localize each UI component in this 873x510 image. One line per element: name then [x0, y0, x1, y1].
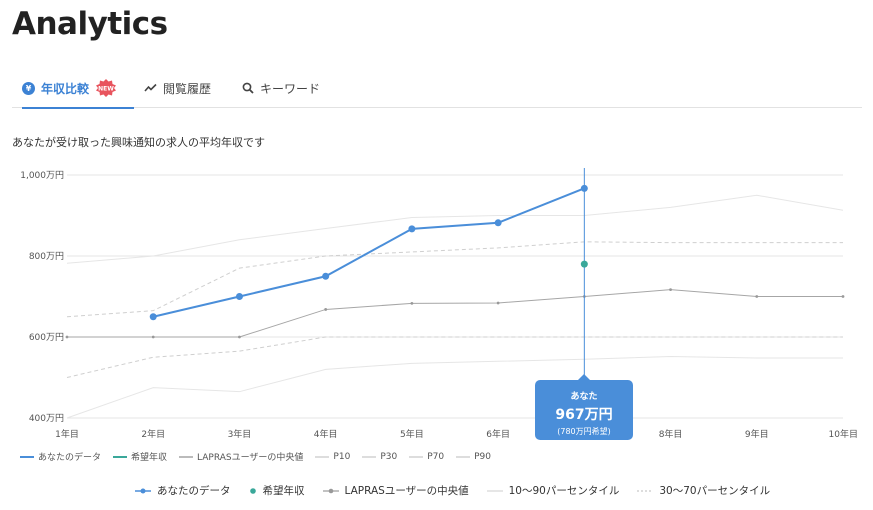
legend-top: あなたのデータ 希望年収 LAPRASユーザーの中央値 P10 P30 P70 … [20, 450, 503, 463]
median-point [410, 301, 414, 305]
page-title: Analytics [12, 6, 168, 42]
tab-label: 閲覧履歴 [163, 81, 212, 96]
y-tick-label: 1,000万円 [20, 170, 64, 181]
tab-browsing-history[interactable]: 閲覧履歴 [144, 68, 211, 108]
median-point [755, 295, 759, 298]
legend-bottom-median[interactable]: LAPRASユーザーの中央値 [322, 483, 469, 498]
your-data-point [494, 219, 502, 227]
your-data-point [149, 313, 157, 321]
your-data-point [322, 272, 330, 280]
your-data-point [235, 293, 243, 300]
series-line-LAPRASユーザーの中央値 [67, 289, 843, 338]
your-data-point [408, 225, 416, 233]
x-tick-label: 1年目 [55, 428, 79, 440]
x-tick-label: 9年目 [745, 428, 769, 440]
tooltip-sub: (780万円希望) [557, 427, 611, 436]
legend-bottom-p10-p90[interactable]: 10〜90パーセンタイル [486, 485, 620, 497]
tooltip-value: 967万円 [555, 407, 613, 423]
tab-bar: ¥ 年収比較 NEW 閲覧履歴 キーワード [12, 68, 862, 109]
trend-line-icon [144, 83, 157, 93]
legend-item-median[interactable]: LAPRASユーザーの中央値 [179, 450, 303, 463]
series-line-P90 [66, 194, 844, 264]
y-tick-label: 600万円 [29, 332, 64, 343]
your-data-point [580, 184, 588, 192]
svg-text:NEW: NEW [98, 86, 114, 93]
y-tick-label: 400万円 [29, 413, 64, 424]
search-icon [242, 82, 254, 94]
median-point [65, 335, 69, 339]
tab-label: キーワード [260, 81, 321, 96]
chart-tooltip: あなた 967万円 (780万円希望) [535, 374, 633, 440]
desired-salary-point [580, 260, 588, 268]
median-point [324, 308, 328, 311]
median-point [238, 335, 241, 339]
x-tick-label: 8年目 [659, 428, 683, 440]
y-tick-label: 800万円 [29, 251, 64, 262]
yen-circle-icon: ¥ [22, 81, 35, 95]
x-tick-label: 2年目 [141, 428, 165, 440]
median-point [151, 335, 155, 339]
median-point [496, 301, 500, 305]
tab-salary-comparison[interactable]: ¥ 年収比較 NEW [22, 68, 134, 109]
legend-item-p10[interactable]: P10 [315, 450, 350, 463]
x-tick-label: 5年目 [400, 428, 424, 440]
legend-bottom-your-data[interactable]: あなたのデータ [135, 483, 231, 498]
series-line-P70 [66, 241, 843, 318]
legend-item-your-data[interactable]: あなたのデータ [20, 450, 101, 463]
x-tick-label: 10年目 [829, 428, 858, 440]
legend-item-p30[interactable]: P30 [362, 450, 397, 463]
median-point [841, 295, 845, 298]
tab-label: 年収比較 [41, 81, 90, 96]
legend-bottom-p30-p70[interactable]: 30〜70パーセンタイル [637, 485, 771, 497]
x-tick-label: 3年目 [228, 428, 252, 440]
x-tick-label: 4年目 [314, 428, 338, 440]
legend-item-p70[interactable]: P70 [409, 450, 444, 463]
x-tick-label: 6年目 [486, 428, 510, 440]
legend-item-p90[interactable]: P90 [456, 450, 491, 463]
tab-keywords[interactable]: キーワード [242, 68, 320, 108]
median-point [669, 288, 672, 292]
chart-subtitle: あなたが受け取った興味通知の求人の平均年収です [12, 136, 265, 149]
series-line-あなたのデータ [152, 187, 585, 318]
salary-chart: 400万円 600万円 800万円 1,000万円 1年目 2年目 3年目 4年目 5年目 6年目… [20, 168, 858, 440]
new-badge: NEW [95, 79, 117, 97]
legend-bottom: あなたのデータ 希望年収 LAPRASユーザーの中央値 10〜90パーセンタイル… [135, 483, 788, 498]
series-line-P10 [66, 355, 843, 419]
legend-bottom-desired[interactable]: 希望年収 [249, 483, 305, 498]
legend-item-desired[interactable]: 希望年収 [113, 450, 167, 463]
tooltip-label: あなた [570, 392, 598, 402]
